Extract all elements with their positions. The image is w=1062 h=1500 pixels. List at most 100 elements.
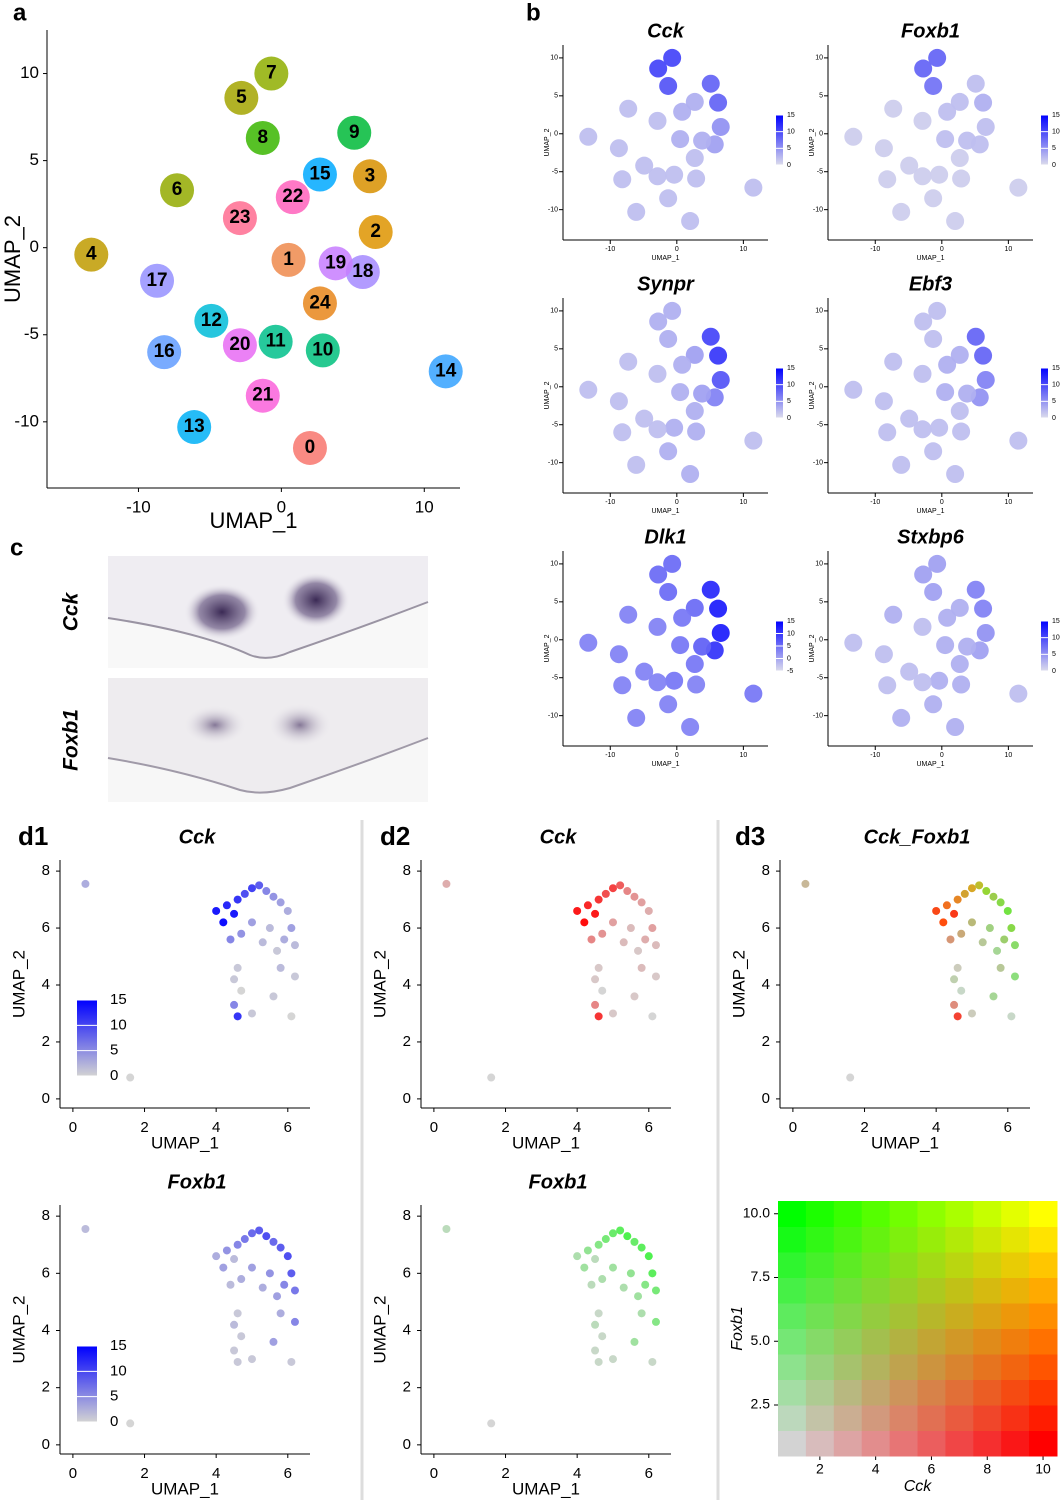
point <box>237 929 246 938</box>
point <box>1007 924 1016 933</box>
y-axis-label: UMAP_2 <box>0 215 25 303</box>
y-tick-label: 6 <box>42 1264 50 1281</box>
point <box>946 935 955 944</box>
point <box>265 924 274 933</box>
point <box>594 1240 603 1249</box>
point <box>591 1320 600 1329</box>
point <box>247 1263 256 1272</box>
ish-signal <box>282 572 350 628</box>
point <box>659 582 678 601</box>
heatmap-cell <box>861 1201 891 1227</box>
point <box>914 565 933 584</box>
heatmap-cell <box>833 1201 863 1227</box>
point <box>900 662 919 681</box>
point <box>648 364 667 383</box>
heatmap-cell <box>805 1328 835 1355</box>
ish-signal <box>184 584 260 640</box>
point <box>619 605 638 624</box>
heatmap-cell <box>1029 1277 1058 1304</box>
point <box>663 554 682 573</box>
y-tick-label: 4 <box>403 1321 411 1338</box>
x-axis-label: UMAP_1 <box>916 255 944 262</box>
point <box>619 1283 628 1292</box>
colorbar-label: 0 <box>1052 162 1056 169</box>
point <box>649 312 668 331</box>
point <box>608 884 617 893</box>
heatmap-cell <box>917 1430 946 1457</box>
y-tick-label: 0 <box>819 384 823 391</box>
point <box>635 409 654 428</box>
point <box>957 986 966 995</box>
x-tick-label: 2 <box>501 1119 509 1136</box>
y-axis-label: UMAP_2 <box>370 950 389 1018</box>
point <box>634 946 643 955</box>
colorbar-label: 15 <box>110 1337 127 1354</box>
point <box>1007 1012 1016 1021</box>
point <box>892 202 911 221</box>
point <box>958 131 977 150</box>
point <box>591 1346 600 1355</box>
point <box>442 879 451 888</box>
chart: 0 2 4 6 0 2 4 6 8 UMAP_1 UMAP_2 Cck d1 0 5 10 15 <box>9 821 310 1152</box>
y-tick-label: -10 <box>548 206 558 213</box>
point <box>254 56 289 91</box>
point <box>237 986 246 995</box>
point <box>960 889 969 898</box>
x-tick-label: 0 <box>69 1119 77 1136</box>
point <box>240 1235 249 1244</box>
heatmap-cell <box>1001 1303 1030 1329</box>
point <box>685 655 704 674</box>
chart-title: Foxb1 <box>529 1171 588 1193</box>
heatmap-cell <box>778 1430 807 1457</box>
point <box>222 328 257 363</box>
heatmap-cell <box>833 1328 863 1355</box>
y-tick-label: 0 <box>403 1436 411 1453</box>
point <box>613 423 632 442</box>
point <box>648 673 667 692</box>
heatmap-cell <box>973 1354 1002 1380</box>
colorbar <box>77 1000 97 1076</box>
heatmap-cell <box>833 1354 863 1380</box>
point <box>681 465 700 484</box>
point <box>844 127 863 146</box>
y-tick-label: -5 <box>24 324 39 343</box>
x-tick-label: 4 <box>872 1461 880 1477</box>
point <box>594 963 603 972</box>
point <box>287 1269 296 1278</box>
heatmap-cell <box>778 1303 807 1329</box>
heatmap-cell <box>861 1405 891 1431</box>
heatmap-cell <box>917 1354 946 1380</box>
heatmap-cell <box>778 1354 807 1380</box>
point <box>659 189 678 208</box>
y-tick-label: 8 <box>762 862 770 879</box>
point <box>801 879 810 888</box>
y-tick-label: -10 <box>14 411 39 430</box>
heatmap-cell <box>778 1405 807 1431</box>
heatmap-cell <box>945 1405 974 1431</box>
point <box>844 633 863 652</box>
point <box>290 972 299 981</box>
point <box>147 335 182 370</box>
point <box>687 422 706 441</box>
heatmap-cell <box>917 1201 946 1227</box>
chart-title: Cck_Foxb1 <box>864 826 971 848</box>
cluster-label: 0 <box>305 437 316 458</box>
point <box>580 1263 589 1272</box>
point <box>219 1263 228 1272</box>
point <box>701 327 720 346</box>
y-tick-label: 7.5 <box>751 1268 771 1284</box>
point <box>651 1317 660 1326</box>
x-tick-label: 2 <box>140 1465 148 1482</box>
cluster-label: 6 <box>172 179 183 200</box>
cluster-label: 10 <box>312 339 333 360</box>
point <box>226 935 235 944</box>
heatmap-cell <box>805 1354 835 1380</box>
point <box>744 431 763 450</box>
point <box>913 364 932 383</box>
y-axis-label: UMAP_2 <box>544 634 551 662</box>
point <box>874 392 893 411</box>
point <box>230 1255 239 1264</box>
y-axis-label: UMAP_2 <box>9 950 28 1018</box>
point <box>262 1232 271 1241</box>
